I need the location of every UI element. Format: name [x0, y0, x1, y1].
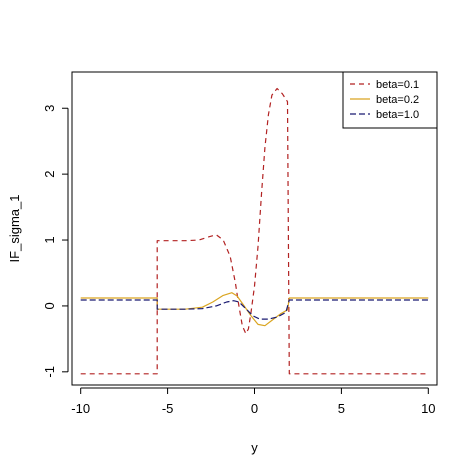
x-tick-label: 5 — [338, 401, 345, 416]
series-line-2 — [80, 292, 429, 327]
legend-label: beta=1.0 — [376, 109, 419, 121]
plot-frame — [71, 71, 438, 386]
legend-label: beta=0.1 — [376, 79, 419, 91]
y-axis-title: IF_sigma_1 — [7, 195, 22, 263]
x-tick-label: 0 — [251, 401, 258, 416]
y-tick-label: -1 — [42, 366, 57, 378]
x-axis: -10 -5 0 5 10 — [71, 387, 436, 416]
y-tick-label: 2 — [42, 171, 57, 178]
x-tick-label: 10 — [421, 401, 435, 416]
y-tick-label: 1 — [42, 236, 57, 243]
y-axis: -1 0 1 2 3 — [42, 105, 69, 378]
legend-box — [342, 71, 438, 129]
x-tick-label: -5 — [162, 401, 174, 416]
y-tick-label: 3 — [42, 105, 57, 112]
x-axis-title: y — [251, 440, 258, 455]
series-line-3 — [80, 299, 429, 320]
legend-label: beta=0.2 — [376, 94, 419, 106]
y-tick-label: 0 — [42, 302, 57, 309]
legend: beta=0.1 beta=0.2 beta=1.0 — [342, 71, 438, 129]
series-layer — [80, 87, 429, 375]
x-tick-label: -10 — [71, 401, 90, 416]
series-line-1 — [80, 87, 429, 375]
